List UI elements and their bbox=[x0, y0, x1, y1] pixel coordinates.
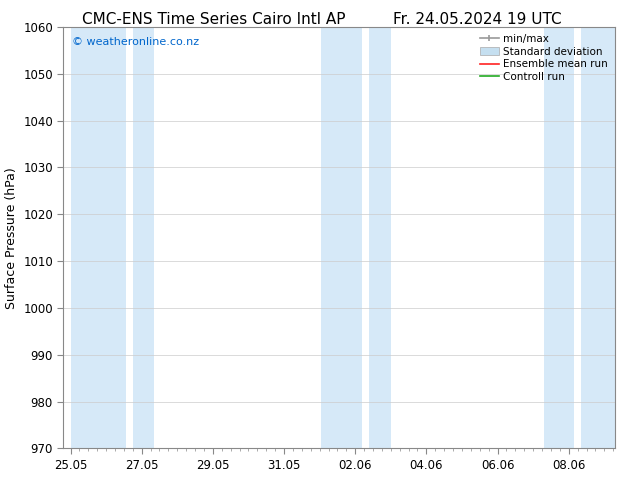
Bar bbox=[544, 27, 574, 448]
Text: © weatheronline.co.nz: © weatheronline.co.nz bbox=[72, 38, 199, 48]
Bar bbox=[321, 27, 362, 448]
Text: CMC-ENS Time Series Cairo Intl AP: CMC-ENS Time Series Cairo Intl AP bbox=[82, 12, 346, 27]
Y-axis label: Surface Pressure (hPa): Surface Pressure (hPa) bbox=[4, 167, 18, 309]
Bar bbox=[133, 27, 154, 448]
Legend: min/max, Standard deviation, Ensemble mean run, Controll run: min/max, Standard deviation, Ensemble me… bbox=[477, 31, 611, 85]
Bar bbox=[370, 27, 391, 448]
Bar bbox=[70, 27, 126, 448]
Bar bbox=[581, 27, 615, 448]
Text: Fr. 24.05.2024 19 UTC: Fr. 24.05.2024 19 UTC bbox=[393, 12, 562, 27]
